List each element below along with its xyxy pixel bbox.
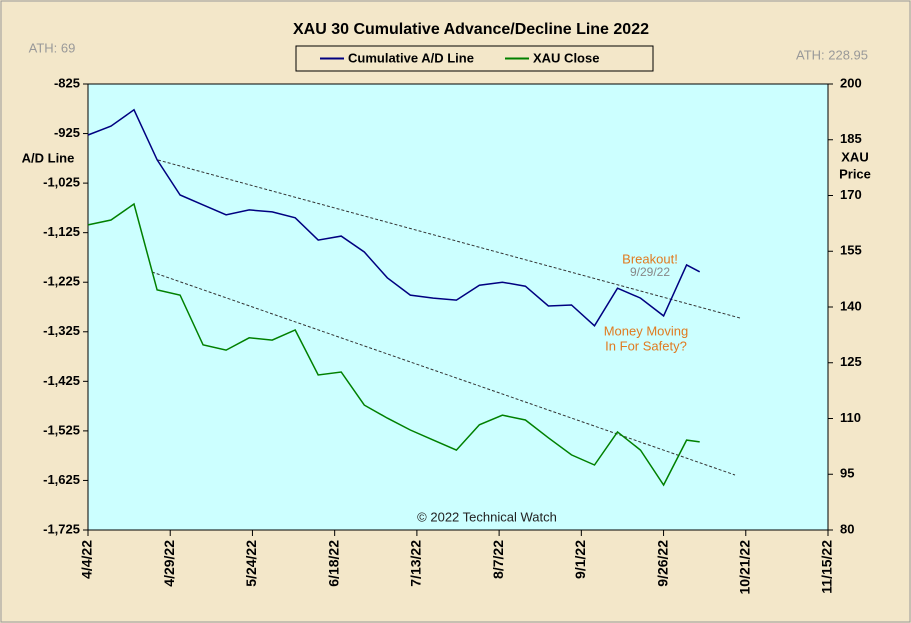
y-tick-label: -925 xyxy=(54,125,80,140)
x-tick-label: 9/26/22 xyxy=(654,540,670,587)
y2-tick-label: 200 xyxy=(840,75,862,90)
chart-title: XAU 30 Cumulative Advance/Decline Line 2… xyxy=(293,21,649,38)
plot-area xyxy=(87,83,829,531)
annotation: Money Moving xyxy=(604,323,689,338)
y-axis-label: A/D Line xyxy=(22,150,75,165)
legend-label: Cumulative A/D Line xyxy=(348,50,474,65)
y-tick-label: -1,025 xyxy=(43,175,80,190)
y2-tick-label: 110 xyxy=(840,410,861,425)
y-tick-label: -1,525 xyxy=(43,422,80,437)
x-tick-label: 7/13/22 xyxy=(408,540,424,587)
x-tick-label: 4/29/22 xyxy=(161,540,177,587)
annotation: In For Safety? xyxy=(605,338,687,353)
annotation: © 2022 Technical Watch xyxy=(417,509,557,524)
trend-line xyxy=(151,271,736,476)
trend-line xyxy=(157,159,741,319)
legend-label: XAU Close xyxy=(533,50,599,65)
annotation: ATH: 69 xyxy=(29,40,76,55)
series-line xyxy=(87,108,701,327)
y2-tick-label: 155 xyxy=(840,243,862,258)
x-tick-label: 8/7/22 xyxy=(490,540,506,579)
legend-box xyxy=(295,45,654,72)
y2-tick-label: 95 xyxy=(840,466,854,481)
x-tick-label: 11/15/22 xyxy=(819,540,835,594)
y2-axis-label: XAU xyxy=(841,149,868,164)
y2-tick-label: 170 xyxy=(840,187,862,202)
y2-tick-label: 185 xyxy=(840,131,862,146)
x-tick-label: 10/21/22 xyxy=(736,540,752,595)
x-tick-label: 4/4/22 xyxy=(79,540,95,579)
y-tick-label: -825 xyxy=(54,75,80,90)
annotation: 9/29/22 xyxy=(630,265,670,279)
y-tick-label: -1,125 xyxy=(43,224,80,239)
y2-axis-label: Price xyxy=(839,166,871,181)
y2-tick-label: 80 xyxy=(840,521,854,536)
y-tick-label: -1,625 xyxy=(43,472,80,487)
y-tick-label: -1,725 xyxy=(43,521,80,536)
annotation: ATH: 228.95 xyxy=(796,47,868,62)
x-tick-label: 9/1/22 xyxy=(572,540,588,579)
y-tick-label: -1,225 xyxy=(43,274,80,289)
y2-tick-label: 125 xyxy=(840,354,862,369)
annotation: Breakout! xyxy=(622,251,678,266)
y-tick-label: -1,425 xyxy=(43,373,80,388)
x-tick-label: 6/18/22 xyxy=(325,540,341,587)
series-line xyxy=(87,202,700,487)
y2-tick-label: 140 xyxy=(840,298,862,313)
y-tick-label: -1,325 xyxy=(43,323,80,338)
x-tick-label: 5/24/22 xyxy=(243,540,259,587)
